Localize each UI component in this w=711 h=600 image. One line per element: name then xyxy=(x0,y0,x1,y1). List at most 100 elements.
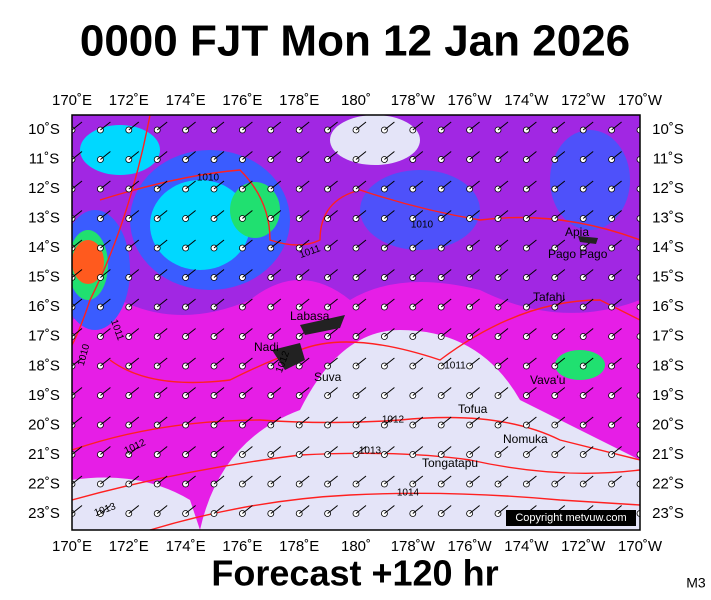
barb-shaft xyxy=(213,180,225,190)
longitude-label: 172˚E xyxy=(109,538,149,555)
barb-shaft xyxy=(526,328,537,337)
barb-shaft xyxy=(554,239,566,249)
barb-shaft xyxy=(469,475,480,485)
barb-shaft xyxy=(185,239,196,249)
barb-shaft xyxy=(185,328,196,337)
barb-shaft xyxy=(440,446,452,455)
longitude-label: 180˚ xyxy=(341,538,371,555)
barb-shaft xyxy=(355,121,367,131)
longitude-label: 172˚W xyxy=(561,538,606,555)
barb-shaft xyxy=(270,416,282,426)
barb-shaft xyxy=(355,328,367,337)
barb-shaft xyxy=(440,357,452,367)
barb-shaft xyxy=(242,180,253,190)
barb-shaft xyxy=(412,475,424,485)
barb-shaft xyxy=(384,180,395,190)
barb-shaft xyxy=(497,151,509,160)
barb-shaft xyxy=(213,357,225,367)
red-area xyxy=(72,240,104,284)
barb-shaft xyxy=(440,416,452,426)
title: 0000 FJT Mon 12 Jan 2026 xyxy=(80,17,630,66)
latitude-label: 20˚S xyxy=(28,416,60,433)
barb-shaft xyxy=(100,475,111,485)
place-label: Nomuka xyxy=(503,432,548,446)
longitude-label: 178˚E xyxy=(279,92,319,109)
barb-shaft xyxy=(611,357,622,367)
latitude-label: 23˚S xyxy=(28,505,60,522)
barb-shaft xyxy=(185,446,196,455)
barb-shaft xyxy=(526,416,537,426)
barb-shaft xyxy=(384,505,395,514)
barb-shaft xyxy=(497,416,509,426)
barb-shaft xyxy=(440,239,452,249)
place-label: Tafahi xyxy=(533,290,565,304)
barb-shaft xyxy=(242,387,253,396)
isobar-label: 1013 xyxy=(359,446,382,457)
barb-shaft xyxy=(327,239,338,249)
barb-shaft xyxy=(355,210,367,219)
place-label: Labasa xyxy=(290,309,330,323)
barb-shaft xyxy=(440,151,452,160)
latitude-label: 21˚S xyxy=(652,446,684,463)
latitude-label: 15˚S xyxy=(652,269,684,286)
barb-shaft xyxy=(72,475,83,485)
barb-shaft xyxy=(100,239,111,249)
latitude-label: 13˚S xyxy=(652,210,684,227)
latitude-label: 23˚S xyxy=(652,505,684,522)
barb-shaft xyxy=(327,416,338,426)
barb-shaft xyxy=(185,298,196,308)
barb-shaft xyxy=(270,121,282,131)
barb-shaft xyxy=(469,210,480,219)
barb-shaft xyxy=(497,269,509,278)
place-label: Tofua xyxy=(458,402,488,416)
barb-shaft xyxy=(185,210,196,219)
place-label: Pago Pago xyxy=(548,247,608,261)
place-labels: Apia Pago Pago Tafahi Labasa Nadi Suva V… xyxy=(254,225,608,470)
barb-shaft xyxy=(100,180,111,190)
barb-shaft xyxy=(639,158,640,160)
barb-shaft xyxy=(72,151,83,160)
barb-shaft xyxy=(298,298,310,308)
barb-shaft xyxy=(213,210,225,219)
barb-shaft xyxy=(156,328,168,337)
barb-shaft xyxy=(156,387,168,396)
barb-shaft xyxy=(270,239,282,249)
barb-shaft xyxy=(440,180,452,190)
isobar-line xyxy=(72,452,640,501)
barb-shaft xyxy=(526,151,537,160)
place-label: Vava'u xyxy=(530,373,565,387)
barb-shaft xyxy=(72,387,83,396)
barb-shaft xyxy=(242,505,253,514)
barb-shaft xyxy=(469,298,480,308)
barb-shaft xyxy=(526,180,537,190)
barb-shaft xyxy=(100,416,111,426)
barb-shaft xyxy=(355,357,367,367)
dry-area xyxy=(330,115,420,165)
barb-shaft xyxy=(128,357,140,367)
latitude-label: 13˚S xyxy=(28,210,60,227)
barb-shaft xyxy=(554,121,566,131)
barb-shaft xyxy=(554,446,566,455)
barb-shaft xyxy=(128,298,140,308)
barb-shaft xyxy=(72,210,83,219)
barb-shaft xyxy=(156,357,168,367)
barb-shaft xyxy=(72,180,83,190)
barb-shaft xyxy=(554,269,566,278)
barb-shaft xyxy=(128,269,140,278)
barb-shaft xyxy=(582,357,594,367)
barb-shaft xyxy=(440,269,452,278)
barb-shaft xyxy=(298,121,310,131)
barb-shaft xyxy=(440,210,452,219)
longitude-label: 170˚W xyxy=(618,92,663,109)
barb-shaft xyxy=(128,328,140,337)
barb-shaft xyxy=(639,483,640,484)
longitude-label: 174˚E xyxy=(166,92,206,109)
barb-shaft xyxy=(242,121,253,131)
barb-shaft xyxy=(156,210,168,219)
barb-shaft xyxy=(327,210,338,219)
barb-shaft xyxy=(412,121,424,131)
latitude-label: 17˚S xyxy=(28,328,60,345)
barb-shaft xyxy=(128,210,140,219)
barb-shaft xyxy=(72,446,83,455)
